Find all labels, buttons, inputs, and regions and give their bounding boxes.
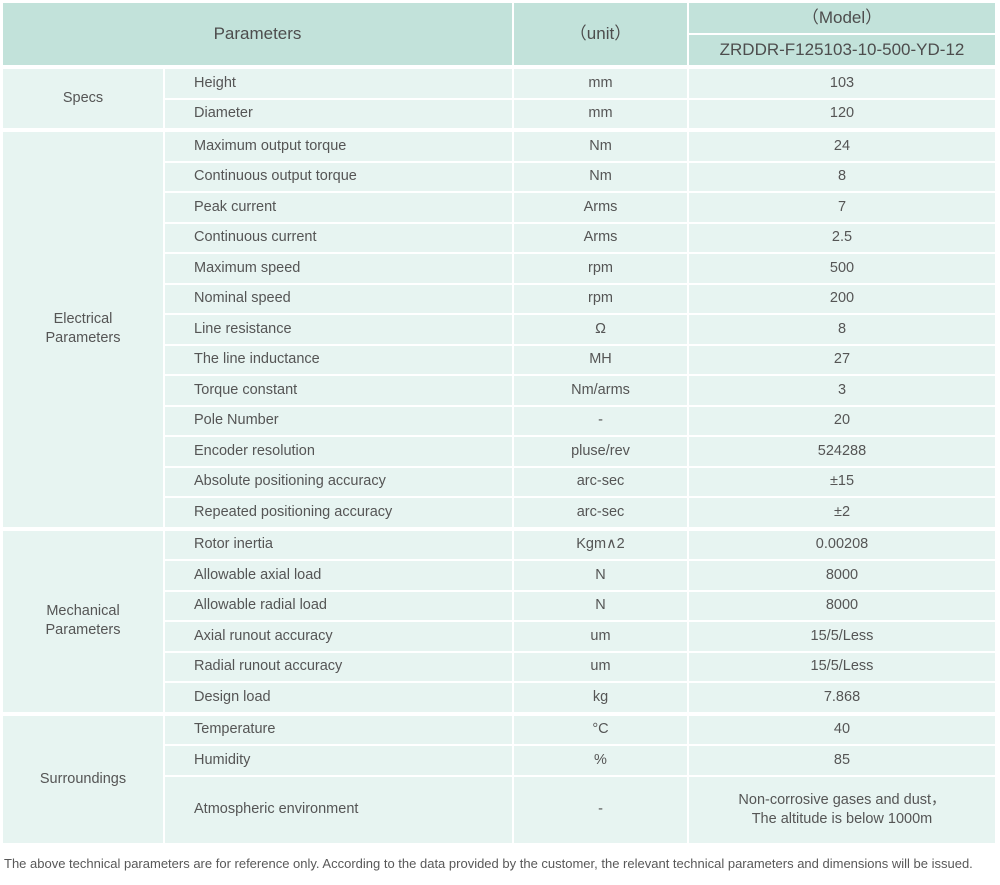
value-cell: 524288 xyxy=(689,437,995,466)
parameter-cell: Humidity xyxy=(165,746,512,775)
parameter-cell: The line inductance xyxy=(165,345,512,374)
parameter-cell: Peak current xyxy=(165,193,512,222)
header-model-label: （Model） xyxy=(689,3,995,33)
value-cell: ±15 xyxy=(689,467,995,496)
parameter-cell: Maximum output torque xyxy=(165,132,512,161)
unit-cell: N xyxy=(514,591,687,620)
parameter-cell: Absolute positioning accuracy xyxy=(165,467,512,496)
unit-cell: rpm xyxy=(514,284,687,313)
parameter-cell: Design load xyxy=(165,683,512,712)
unit-cell: Kgm∧2 xyxy=(514,530,687,559)
table-header: Parameters （unit） （Model） ZRDDR-F125103-… xyxy=(3,3,995,65)
header-model-number: ZRDDR-F125103-10-500-YD-12 xyxy=(689,35,995,65)
parameter-cell: Line resistance xyxy=(165,315,512,344)
unit-cell: - xyxy=(514,406,687,435)
group-label-text: Electrical Parameters xyxy=(45,311,121,347)
unit-cell: mm xyxy=(514,69,687,98)
unit-cell: pluse/rev xyxy=(514,437,687,466)
header-parameters-label: Parameters xyxy=(3,3,512,65)
value-cell: 24 xyxy=(689,132,995,161)
unit-cell: Nm xyxy=(514,162,687,191)
parameter-cell: Allowable radial load xyxy=(165,591,512,620)
parameter-cell: Radial runout accuracy xyxy=(165,652,512,681)
value-cell: ±2 xyxy=(689,498,995,527)
parameter-cell: Continuous current xyxy=(165,223,512,252)
parameter-cell: Repeated positioning accuracy xyxy=(165,498,512,527)
unit-cell: - xyxy=(514,776,687,843)
value-cell: 15/5/Less xyxy=(689,622,995,651)
group-label: Surroundings xyxy=(3,715,163,843)
group-surroundings: Surroundings Temperature °C 40 Humidity% 85 At… xyxy=(3,715,995,843)
value-cell: 20 xyxy=(689,406,995,435)
value-cell: 85 xyxy=(689,746,995,775)
unit-cell: Arms xyxy=(514,193,687,222)
value-cell: 7.868 xyxy=(689,683,995,712)
value-cell: 8 xyxy=(689,315,995,344)
header-unit-label: （unit） xyxy=(514,3,687,65)
value-cell: 0.00208 xyxy=(689,530,995,559)
group-label-text: Specs xyxy=(62,90,104,107)
unit-cell: Nm xyxy=(514,132,687,161)
parameter-cell: Atmospheric environment xyxy=(165,776,512,843)
group-label: Specs xyxy=(3,69,163,128)
parameter-cell: Height xyxy=(165,69,512,98)
value-cell: 8 xyxy=(689,162,995,191)
parameter-cell: Axial runout accuracy xyxy=(165,622,512,651)
parameter-cell: Nominal speed xyxy=(165,284,512,313)
unit-cell: N xyxy=(514,561,687,590)
unit-cell: mm xyxy=(514,99,687,128)
unit-cell: Ω xyxy=(514,315,687,344)
parameter-cell: Continuous output torque xyxy=(165,162,512,191)
unit-cell: arc-sec xyxy=(514,467,687,496)
value-cell: 8000 xyxy=(689,591,995,620)
unit-cell: MH xyxy=(514,345,687,374)
parameter-cell: Pole Number xyxy=(165,406,512,435)
group-electrical-parameters: Electrical Parameters Maximum output torq… xyxy=(3,132,995,527)
group-specs: Specs Height mm 103 Diameter mm 120 xyxy=(3,69,995,128)
unit-cell: rpm xyxy=(514,254,687,283)
unit-cell: Arms xyxy=(514,223,687,252)
value-cell: Non-corrosive gases and dust， The altitu… xyxy=(689,776,995,843)
value-cell: 7 xyxy=(689,193,995,222)
parameter-cell: Maximum speed xyxy=(165,254,512,283)
parameter-cell: Temperature xyxy=(165,715,512,744)
group-label-text: Mechanical Parameters xyxy=(45,603,121,638)
parameter-cell: Diameter xyxy=(165,99,512,128)
group-label: Mechanical Parameters xyxy=(3,530,163,712)
value-cell: 2.5 xyxy=(689,223,995,252)
value-cell: 27 xyxy=(689,345,995,374)
parameter-cell: Torque constant xyxy=(165,376,512,405)
unit-cell: um xyxy=(514,652,687,681)
unit-cell: kg xyxy=(514,683,687,712)
value-cell: 500 xyxy=(689,254,995,283)
value-cell: 3 xyxy=(689,376,995,405)
value-cell: 40 xyxy=(689,715,995,744)
parameter-cell: Allowable axial load xyxy=(165,561,512,590)
unit-cell: arc-sec xyxy=(514,498,687,527)
unit-cell: °C xyxy=(514,715,687,744)
unit-cell: um xyxy=(514,622,687,651)
value-cell: 120 xyxy=(689,99,995,128)
value-cell: 200 xyxy=(689,284,995,313)
footnote: The above technical parameters are for r… xyxy=(4,855,973,871)
group-label-text: Surroundings xyxy=(39,770,127,787)
parameter-cell: Rotor inertia xyxy=(165,530,512,559)
unit-cell: Nm/arms xyxy=(514,376,687,405)
value-cell: 8000 xyxy=(689,561,995,590)
value-cell: 103 xyxy=(689,69,995,98)
table-body: Specs Height mm 103 Diameter mm 120 Electrical … xyxy=(3,69,995,843)
group-mechanical-parameters: Mechanical Parameters Rotor inertia Kgm∧2 0… xyxy=(3,530,995,712)
unit-cell: % xyxy=(514,746,687,775)
value-cell: 15/5/Less xyxy=(689,652,995,681)
group-label: Electrical Parameters xyxy=(3,132,163,527)
parameter-cell: Encoder resolution xyxy=(165,437,512,466)
